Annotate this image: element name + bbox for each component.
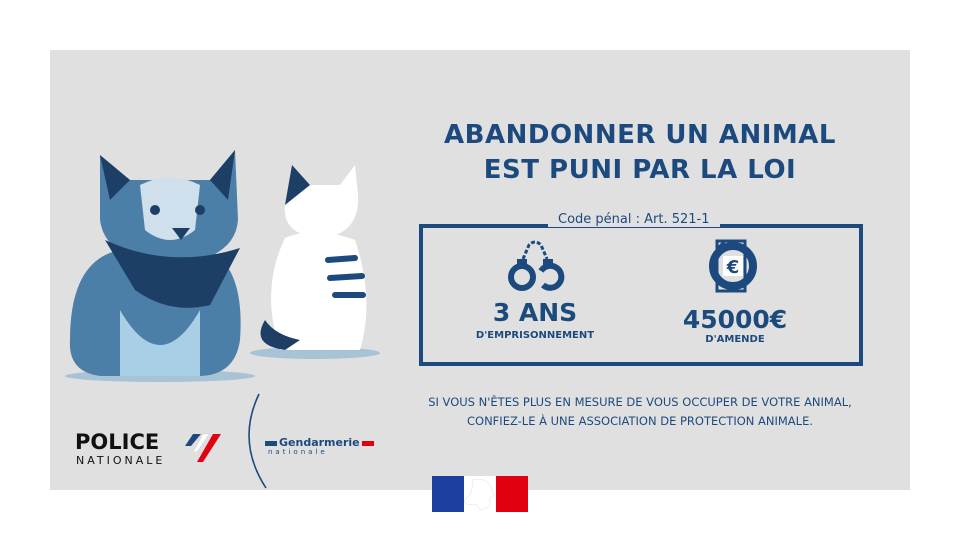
gendarmerie-name: Gendarmerie <box>279 436 360 449</box>
euro-document-icon: € <box>709 239 757 293</box>
headline-line-2: EST PUNI PAR LA LOI <box>483 155 797 185</box>
legal-code-reference: Code pénal : Art. 521-1 <box>548 212 720 227</box>
gendarmerie-subtitle: nationale <box>268 448 328 456</box>
dog-and-cat-illustration <box>65 150 380 382</box>
headline-line-1: ABANDONNER UN ANIMAL <box>444 120 836 150</box>
advice-line-2: CONFIEZ-LE À UNE ASSOCIATION DE PROTECTI… <box>467 414 813 428</box>
prison-label: D'EMPRISONNEMENT <box>475 330 595 341</box>
gendarmerie-logo: Gendarmerie <box>265 436 374 449</box>
police-nationale-subtitle: NATIONALE <box>76 454 166 467</box>
fine-amount: 45000€ <box>682 305 788 334</box>
fine-label: D'AMENDE <box>705 334 765 345</box>
prison-duration: 3 ANS <box>492 298 578 327</box>
svg-text:€: € <box>726 257 740 278</box>
advice-text: SI VOUS N'ÊTES PLUS EN MESURE DE VOUS OC… <box>405 393 875 431</box>
handcuffs-icon <box>508 240 565 291</box>
headline: ABANDONNER UN ANIMAL EST PUNI PAR LA LOI <box>410 118 870 188</box>
republique-francaise-marianne-logo <box>432 476 528 512</box>
gendarmerie-arc-icon <box>248 393 267 489</box>
police-nationale-logo: POLICE <box>75 430 160 454</box>
advice-line-1: SI VOUS N'ÊTES PLUS EN MESURE DE VOUS OC… <box>428 395 852 409</box>
police-flag-icon <box>185 433 221 462</box>
